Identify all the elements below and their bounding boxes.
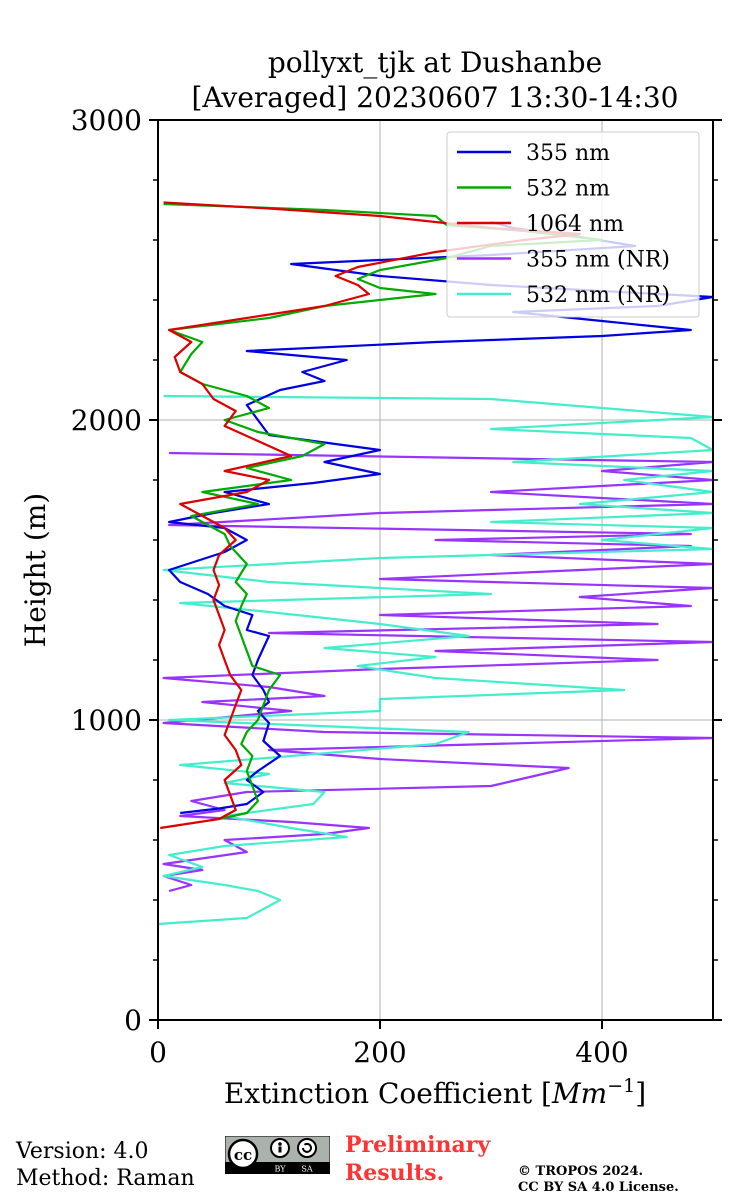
legend-label: 355 nm — [526, 141, 610, 166]
copyright-line1: © TROPOS 2024. — [518, 1164, 644, 1179]
version-text: Version: 4.0 — [16, 1139, 149, 1164]
legend-label: 532 nm (NR) — [526, 283, 670, 308]
method-text: Method: Raman — [16, 1166, 195, 1191]
extinction-profile-chart: pollyxt_tjk at Dushanbe [Averaged] 20230… — [19, 46, 722, 1110]
copyright-note: © TROPOS 2024. CC BY SA 4.0 License. — [518, 1164, 679, 1196]
preliminary-results-note: Preliminary Results. — [345, 1131, 490, 1187]
preliminary-line2: Results. — [345, 1160, 445, 1186]
series-line — [158, 394, 713, 926]
copyright-line2: CC BY SA 4.0 License. — [518, 1180, 679, 1195]
series-layer — [158, 201, 713, 926]
plot-frame — [157, 119, 714, 1021]
legend: 355 nm 532 nm 1064 nm 355 nm (NR) 532 nm (NR… — [446, 131, 700, 318]
cc-license-logo: cc BY SA — [225, 1136, 330, 1174]
x-axis-label: Extinction Coefficient [Mm−1] — [224, 1075, 646, 1110]
x-tick-label: 0 — [149, 1036, 167, 1069]
y-tick-label: 2000 — [71, 404, 142, 437]
x-tick-label: 400 — [575, 1036, 628, 1069]
y-axis-label: Height (m) — [19, 493, 52, 647]
y-tick-label: 0 — [124, 1004, 142, 1037]
footer-info: Version: 4.0 Method: Raman — [16, 1138, 195, 1192]
x-tick-label: 200 — [353, 1036, 406, 1069]
svg-text:cc: cc — [234, 1146, 252, 1164]
x-axis-unit: Mm — [551, 1077, 607, 1110]
legend-label: 1064 nm — [526, 212, 624, 237]
x-axis-label-text: Extinction Coefficient [ — [224, 1077, 552, 1110]
x-axis-label-end: ] — [635, 1077, 646, 1110]
chart-title-line2: [Averaged] 20230607 13:30-14:30 — [192, 81, 679, 114]
x-axis-unit-exponent: −1 — [607, 1075, 635, 1097]
legend-label: 532 nm — [526, 177, 610, 202]
series-line — [160, 201, 581, 830]
series-line — [162, 451, 713, 893]
legend-box — [446, 131, 700, 318]
cc-sa-label: SA — [301, 1165, 312, 1174]
y-tick-label: 1000 — [71, 704, 142, 737]
chart-title-line1: pollyxt_tjk at Dushanbe — [268, 46, 602, 79]
preliminary-line1: Preliminary — [345, 1132, 491, 1158]
series-line — [163, 202, 604, 821]
y-tick-label: 3000 — [71, 104, 142, 137]
cc-by-label: BY — [274, 1165, 286, 1174]
legend-label: 355 nm (NR) — [526, 248, 670, 273]
tick-layer: 0 200 400 0 1000 2000 3000 — [71, 104, 722, 1069]
